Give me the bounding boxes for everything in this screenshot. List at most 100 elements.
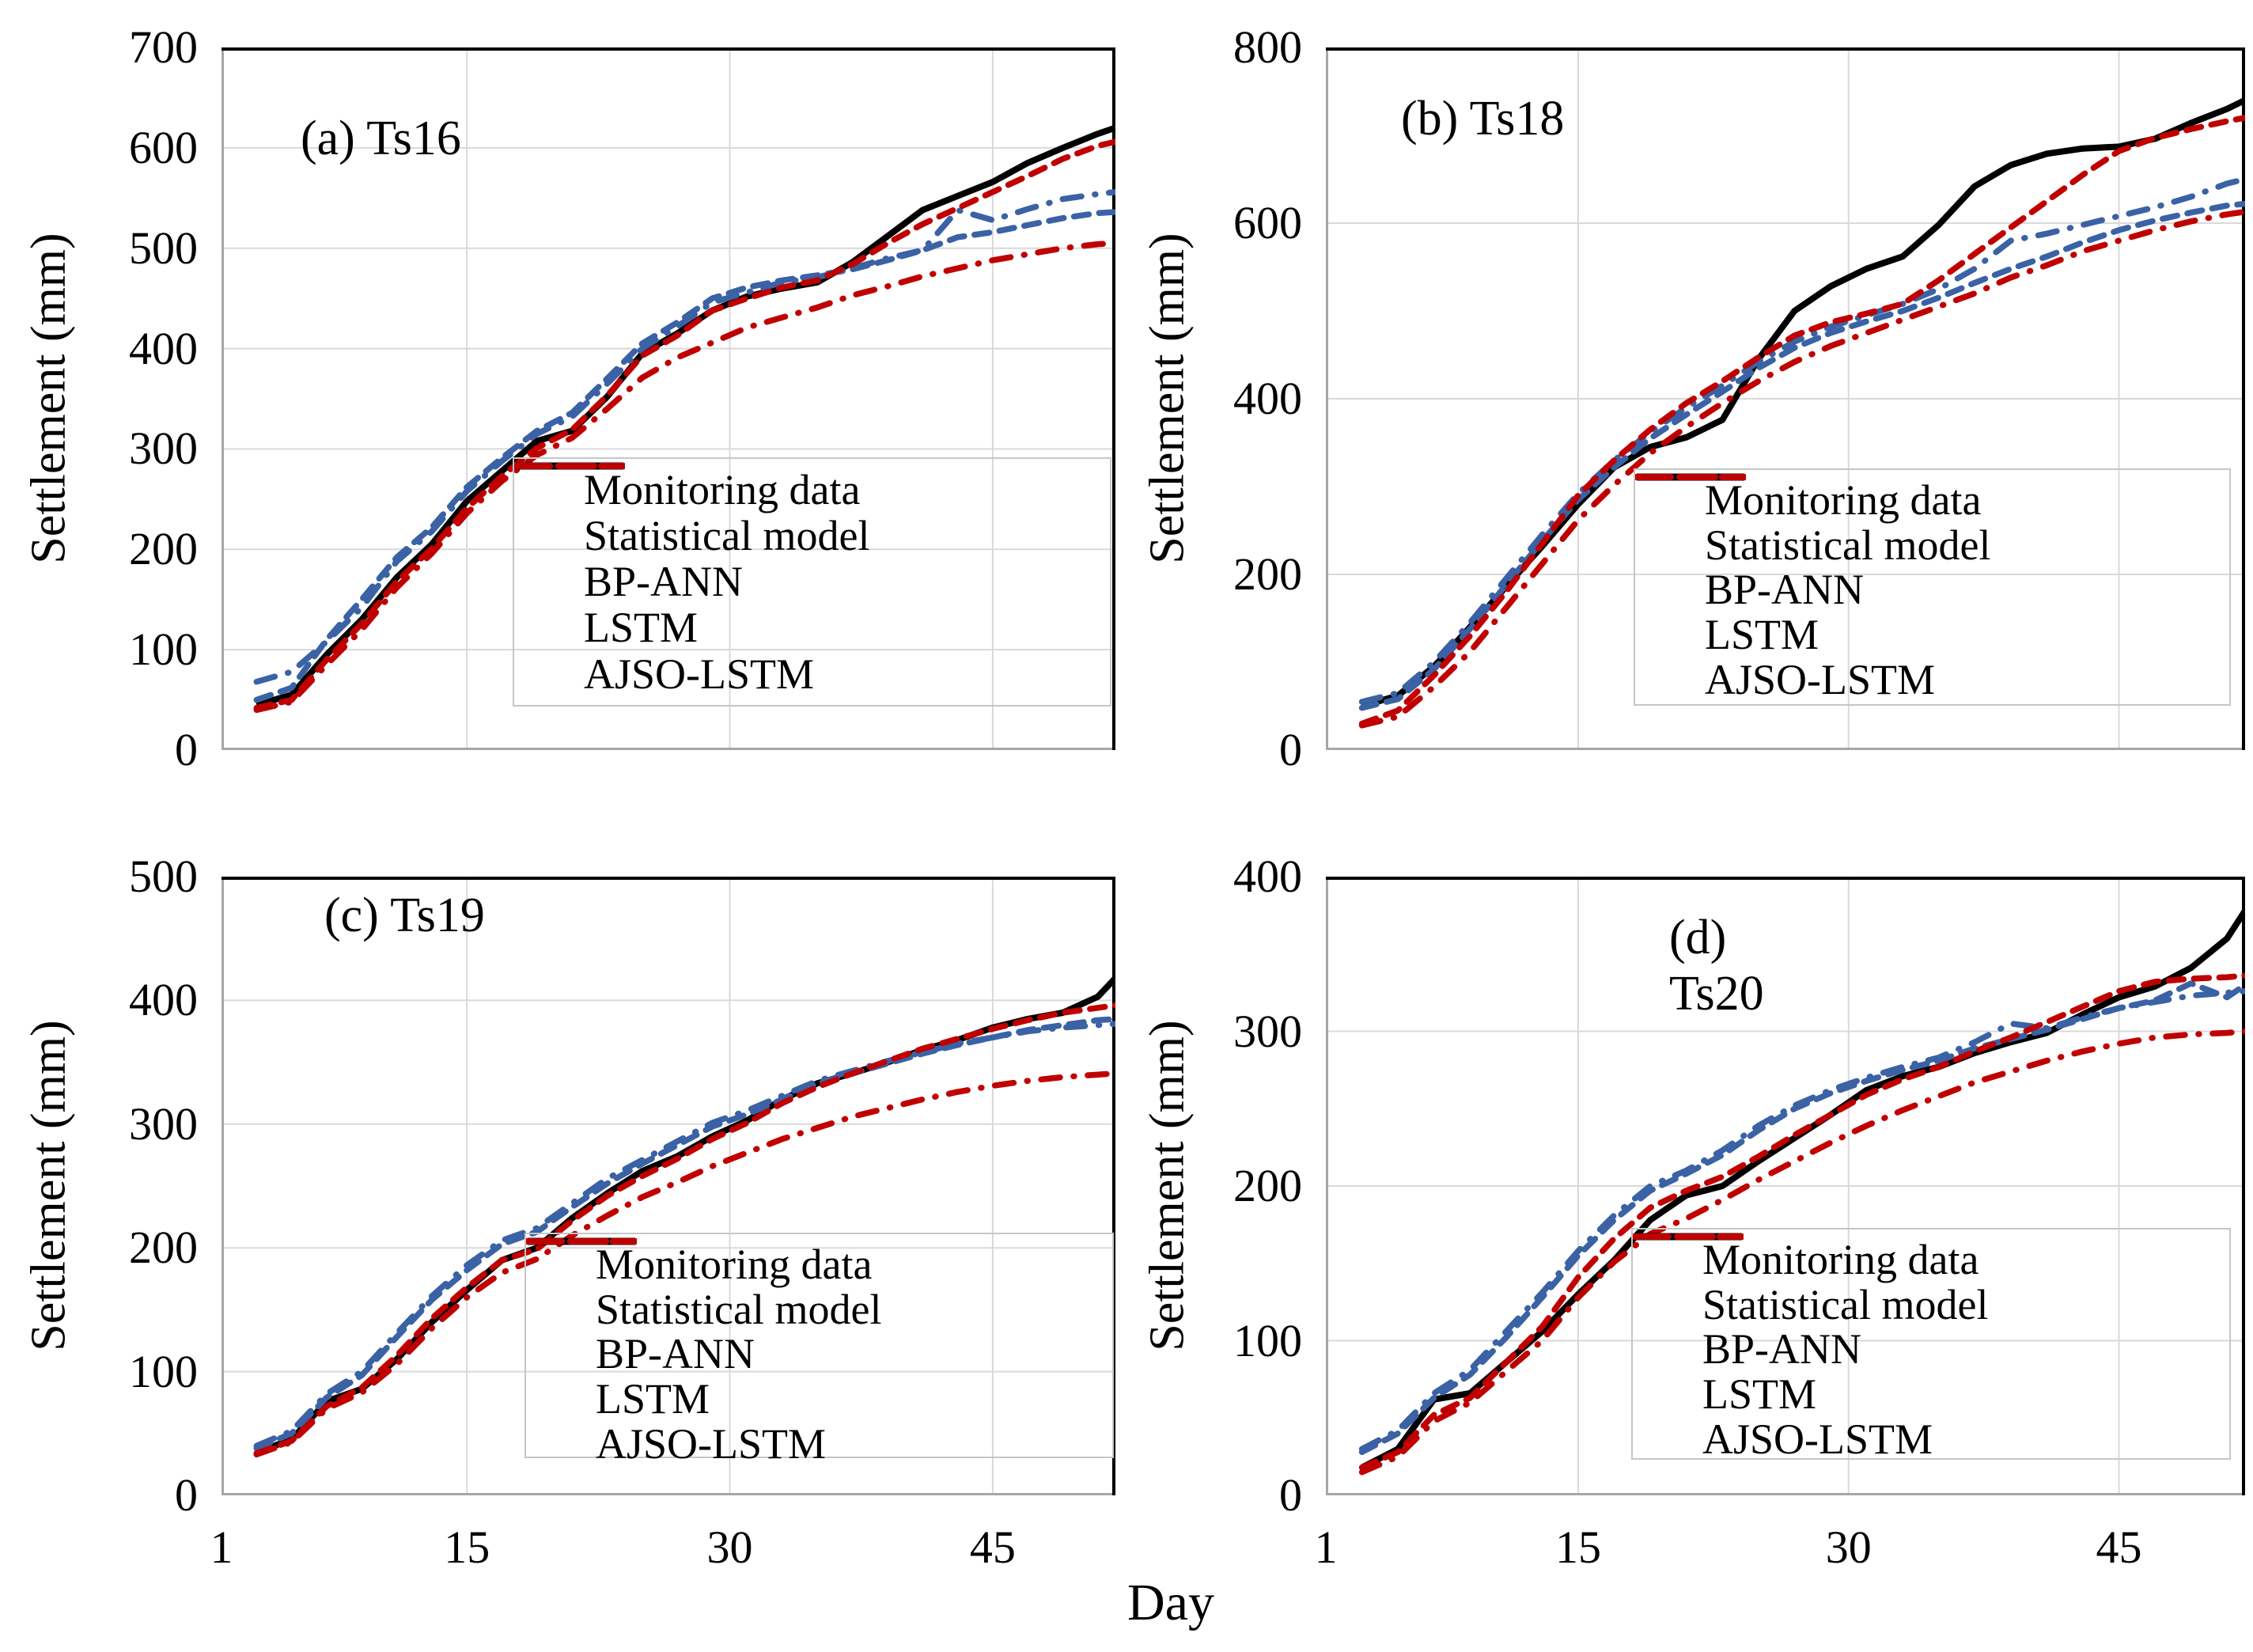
panel-title-ts20: (d) Ts20 [1669,910,1764,1023]
y-tick-label: 500 [129,851,198,902]
legend-item: AJSO-LSTM [1635,474,2221,703]
panel-title-ts18: (b) Ts18 [1401,91,1564,147]
legend-item: LSTM [1633,1233,2221,1419]
legend-item: Statistical model [1635,474,2221,568]
chart-panel-ts19: (c) Ts19 Monitoring data Statistical mode… [222,877,1115,1495]
y-tick-label: 0 [175,1469,198,1521]
legend-item: Statistical model [514,463,1102,559]
y-tick-label: 200 [129,1222,198,1274]
y-tick-label: 600 [129,121,198,173]
series-line-lstm [1358,1028,2245,1476]
chart-panel-ts18: (b) Ts18 Monitoring data Statistical mode… [1326,47,2245,750]
series-line-ajso-lstm [1358,972,2245,1471]
y-tick-label: 0 [1279,724,1302,775]
panel-title-line2: Ts20 [1669,967,1764,1021]
y-tick-label: 400 [129,974,198,1026]
legend-item: Monitoring data [528,1237,1104,1288]
y-tick-label: 0 [175,724,198,775]
line-chart-svg-ts16 [222,47,1115,750]
x-tick-label: 1 [1314,1521,1338,1573]
series-line-lstm [253,240,1115,714]
panel-title-line1: (b) Ts18 [1401,92,1565,146]
legend-line-sample [1635,474,1746,480]
legend-item-label: LSTM [1702,1370,1817,1419]
x-tick-label: 45 [969,1521,1016,1573]
y-tick-label: 200 [1233,1160,1302,1211]
y-tick-label: 100 [129,1345,198,1397]
legend-ts16: Monitoring data Statistical model BP-ANN LS… [513,457,1111,707]
legend-item-label: Monitoring data [584,465,861,513]
y-tick-label: 100 [1233,1314,1302,1366]
series-line-lstm [1358,208,2245,729]
chart-panel-ts16: (a) Ts16 Monitoring data Statistical mode… [222,47,1115,750]
y-tick-label: 400 [1233,851,1302,902]
legend-ts20: Monitoring data Statistical model BP-ANN LS… [1631,1228,2231,1463]
y-tick-label: 0 [1279,1469,1302,1521]
legend-item: LSTM [514,463,1102,652]
legend-item: Statistical model [1633,1233,2221,1328]
legend-item-label: AJSO-LSTM [1702,1415,1933,1463]
y-tick-label: 300 [129,1097,198,1150]
panel-title-line1: (d) [1669,911,1727,964]
y-tick-label: 700 [129,21,198,73]
legend-item: AJSO-LSTM [514,463,1102,698]
legend-item-label: BP-ANN [1705,566,1865,614]
legend-line-sample [1633,1233,1744,1240]
panel-title-ts16: (a) Ts16 [301,111,461,167]
legend-line-sample [526,1238,637,1245]
legend-item-label: LSTM [1705,611,1819,659]
x-tick-label: 1 [210,1521,233,1573]
y-tick-label: 600 [1233,197,1302,248]
legend-item: Monitoring data [1634,1233,2221,1283]
series-line-bp-ann [253,1016,1115,1452]
legend-item: Monitoring data [1637,473,2221,524]
legend-item-label: AJSO-LSTM [596,1419,827,1468]
panel-title-line1: (c) Ts19 [324,889,485,942]
legend-item-label: Monitoring data [1705,476,1982,524]
series-line-ajso-lstm [253,138,1115,711]
series-line-bp-ann [253,209,1115,703]
panel-title-line1: (a) Ts16 [301,112,461,165]
legend-item: BP-ANN [526,1238,1104,1377]
line-chart-svg-ts18 [1326,47,2245,750]
series-line-statistical-model [1358,176,2245,705]
x-tick-label: 15 [444,1521,490,1573]
x-tick-label: 30 [1825,1521,1872,1573]
legend-item-label: Monitoring data [596,1241,873,1288]
x-tick-label: 15 [1554,1521,1601,1573]
legend-item-label: BP-ANN [584,558,744,606]
series-line-statistical-model [253,188,1115,685]
y-tick-label: 200 [129,523,198,575]
legend-item: BP-ANN [1633,1233,2221,1374]
x-axis-title: Day [1127,1574,1214,1631]
legend-item: LSTM [526,1238,1104,1423]
series-line-bp-ann [1358,200,2245,711]
y-tick-label: 200 [1233,548,1302,600]
y-tick-label: 800 [1233,21,1302,73]
x-tick-label: 45 [2096,1521,2142,1573]
legend-item-label: Statistical model [1702,1280,1989,1328]
legend-item-label: Monitoring data [1702,1236,1979,1283]
legend-item-label: LSTM [584,604,699,652]
legend-item: AJSO-LSTM [526,1238,1104,1468]
legend-item: AJSO-LSTM [1633,1233,2221,1463]
y-axis-title-c: Settlement (mm) [21,1020,76,1351]
y-tick-label: 400 [1233,373,1302,424]
legend-item: BP-ANN [514,463,1102,606]
y-tick-label: 300 [129,422,198,475]
legend-item-label: LSTM [596,1375,710,1423]
series-line-ajso-lstm [1358,115,2245,727]
legend-item-label: BP-ANN [1702,1325,1862,1374]
y-tick-label: 500 [129,222,198,274]
series-line-bp-ann [1358,980,2245,1456]
series-line-lstm [253,1070,1115,1458]
series-line-ajso-lstm [253,1002,1115,1457]
line-chart-svg-ts19 [222,877,1115,1495]
panel-title-ts19: (c) Ts19 [324,888,485,944]
legend-line-sample [514,463,625,469]
legend-item: Statistical model [526,1238,1104,1332]
y-tick-label: 400 [129,322,198,374]
y-tick-label: 100 [129,623,198,676]
legend-item-label: AJSO-LSTM [584,650,815,698]
